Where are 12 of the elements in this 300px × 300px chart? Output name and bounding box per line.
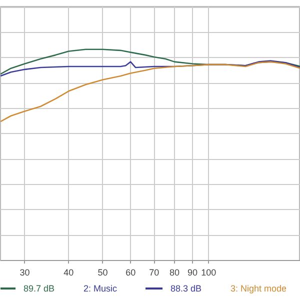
- x-tick-label: 80: [170, 268, 180, 278]
- x-tick-label: 40: [64, 268, 74, 278]
- text: 3: Night mode: [230, 284, 287, 294]
- text: 2: Music: [84, 284, 118, 294]
- text: 88.3 dB: [170, 284, 202, 294]
- x-tick-label: 70: [149, 268, 160, 278]
- x-tick-label: 50: [98, 268, 108, 278]
- text: 89.7 dB: [24, 284, 55, 294]
- x-tick-label: 30: [20, 268, 30, 278]
- x-tick-label: 90: [188, 268, 198, 278]
- x-tick-label: 100: [201, 268, 216, 278]
- x-tick-label: 60: [126, 268, 136, 278]
